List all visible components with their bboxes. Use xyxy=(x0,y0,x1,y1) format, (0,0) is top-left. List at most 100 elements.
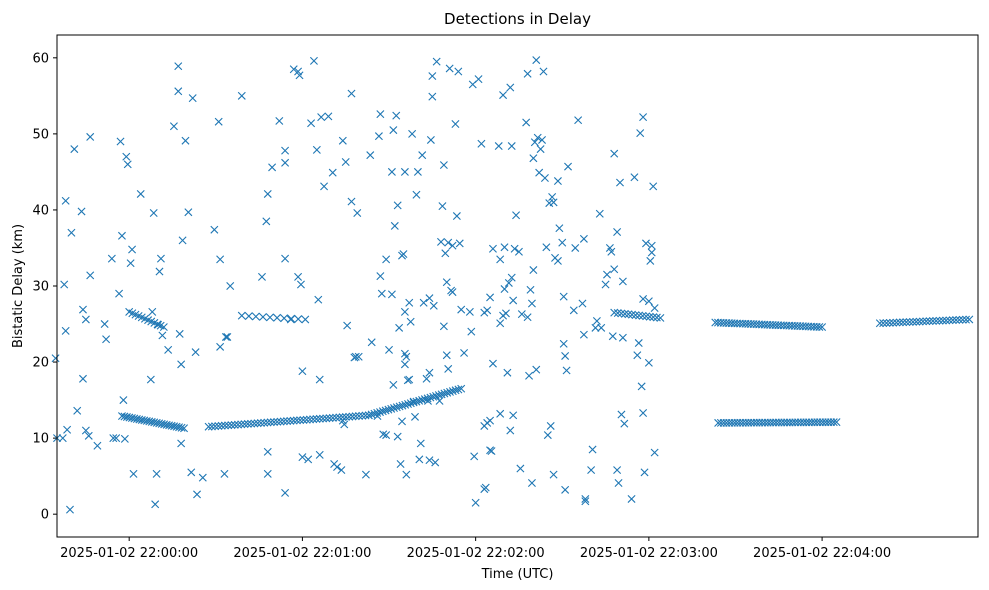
data-point xyxy=(93,441,102,450)
y-tick-label: 50 xyxy=(32,127,49,142)
data-point xyxy=(223,332,232,341)
data-point xyxy=(437,390,446,399)
data-point xyxy=(73,406,82,415)
data-point xyxy=(393,201,402,210)
data-point xyxy=(432,391,440,400)
data-point xyxy=(299,415,308,424)
data-point xyxy=(147,417,156,426)
data-point xyxy=(169,122,178,131)
data-point xyxy=(445,64,454,73)
data-point xyxy=(281,146,290,155)
data-point xyxy=(154,320,163,329)
data-point xyxy=(351,352,360,361)
data-point xyxy=(122,152,131,161)
data-point xyxy=(266,418,275,427)
data-point xyxy=(281,158,290,167)
y-tick-label: 40 xyxy=(32,203,49,218)
data-point xyxy=(273,313,282,322)
data-point xyxy=(373,408,382,417)
data-point xyxy=(581,497,590,506)
data-point xyxy=(84,431,93,440)
data-point xyxy=(224,421,233,430)
data-point xyxy=(247,419,256,428)
data-point xyxy=(283,417,292,426)
data-point xyxy=(965,315,974,324)
data-point xyxy=(928,317,937,326)
data-point xyxy=(509,296,518,305)
data-point xyxy=(512,211,521,220)
data-point xyxy=(387,290,396,299)
data-point xyxy=(279,417,288,426)
y-tick-label: 10 xyxy=(32,432,49,447)
data-points xyxy=(51,56,974,514)
data-point xyxy=(374,132,383,141)
data-point xyxy=(260,418,269,427)
data-point xyxy=(109,434,118,443)
data-point xyxy=(945,316,954,325)
data-point xyxy=(384,405,393,414)
data-point xyxy=(454,385,463,394)
data-point xyxy=(610,149,619,158)
data-point xyxy=(503,368,512,377)
data-point xyxy=(618,277,627,286)
data-point xyxy=(317,113,326,122)
data-point xyxy=(149,208,158,217)
data-point xyxy=(618,333,627,342)
data-point xyxy=(879,319,888,328)
data-point xyxy=(67,228,76,237)
data-point xyxy=(237,91,246,100)
data-point xyxy=(315,414,324,423)
data-point xyxy=(77,207,86,216)
data-point xyxy=(579,330,588,339)
data-point xyxy=(431,458,440,467)
data-point xyxy=(452,212,461,221)
data-point xyxy=(175,329,184,338)
data-point xyxy=(159,323,168,332)
data-point xyxy=(273,417,282,426)
data-point xyxy=(613,228,622,236)
data-point xyxy=(382,255,391,264)
data-point xyxy=(425,456,434,465)
data-point xyxy=(120,412,129,421)
data-point xyxy=(451,120,460,128)
data-point xyxy=(332,413,341,422)
data-point xyxy=(435,396,444,405)
data-point xyxy=(286,315,295,324)
data-point xyxy=(494,142,503,151)
data-point xyxy=(483,306,492,315)
data-point xyxy=(221,332,230,341)
data-point xyxy=(912,317,921,326)
data-point xyxy=(925,317,934,326)
data-point xyxy=(116,137,125,146)
data-point xyxy=(635,311,644,320)
data-point xyxy=(348,412,357,421)
data-point xyxy=(548,193,557,201)
data-point xyxy=(486,416,495,425)
data-point xyxy=(100,320,109,329)
data-point xyxy=(592,316,601,325)
data-point xyxy=(426,393,435,402)
data-point xyxy=(172,422,181,431)
data-point xyxy=(315,375,324,384)
data-point xyxy=(613,309,622,318)
data-point xyxy=(938,316,947,325)
data-point xyxy=(440,389,449,398)
data-point xyxy=(529,266,538,275)
data-point xyxy=(481,483,490,492)
x-tick-label: 2025-01-02 22:00:00 xyxy=(60,546,198,561)
data-point xyxy=(818,323,827,332)
data-point xyxy=(401,400,410,409)
data-point xyxy=(517,310,526,319)
data-point xyxy=(341,158,350,167)
data-point xyxy=(298,367,307,376)
data-point xyxy=(962,315,971,324)
data-point xyxy=(263,189,272,198)
data-point xyxy=(477,139,486,148)
data-point xyxy=(152,418,161,427)
data-point xyxy=(588,445,597,454)
data-point xyxy=(442,351,451,360)
data-point xyxy=(639,409,648,418)
data-point xyxy=(354,352,363,361)
data-point xyxy=(425,368,434,377)
